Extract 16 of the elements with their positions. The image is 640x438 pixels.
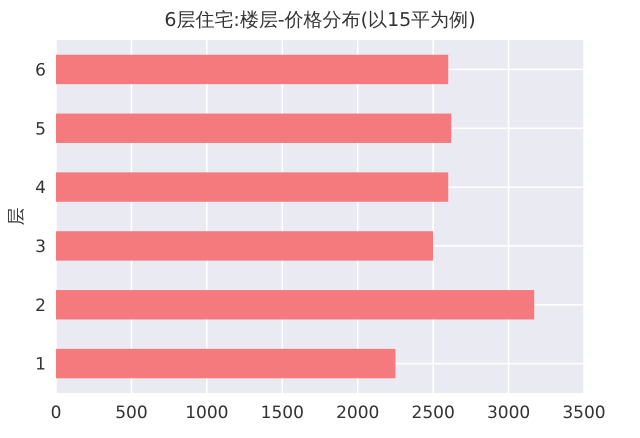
y-axis-title: 层	[6, 208, 27, 226]
y-tick-label: 1	[35, 354, 46, 375]
chart-title: 6层住宅:楼层-价格分布(以15平为例)	[164, 9, 476, 31]
x-tick-label: 2000	[336, 403, 380, 423]
y-tick-label: 3	[35, 236, 46, 257]
y-tick-label: 6	[35, 60, 46, 80]
x-tick-label: 2500	[412, 403, 455, 423]
y-tick-label: 2	[35, 296, 46, 316]
x-tick-label: 3000	[486, 403, 530, 423]
x-tick-label: 1500	[260, 403, 304, 423]
x-tick-label: 0	[50, 403, 62, 423]
y-tick-label: 5	[35, 119, 46, 140]
x-tick-label: 1000	[185, 403, 228, 423]
x-tick-label: 3500	[562, 403, 606, 423]
x-tick-label: 500	[115, 403, 148, 423]
y-tick-label: 4	[35, 178, 46, 198]
